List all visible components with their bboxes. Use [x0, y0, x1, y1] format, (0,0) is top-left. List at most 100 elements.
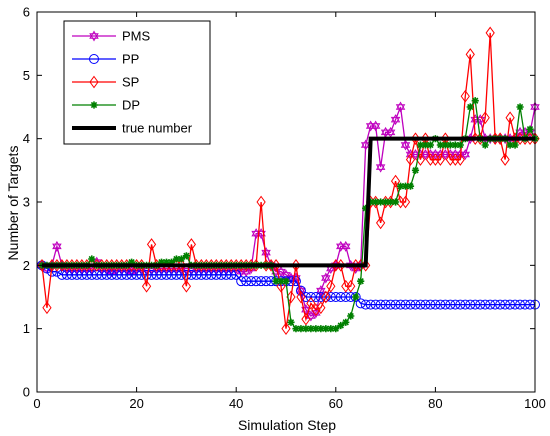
data-point-dp	[396, 182, 405, 190]
data-point-pp	[375, 299, 386, 310]
legend-label: PMS	[122, 29, 151, 44]
data-point-dp	[466, 103, 474, 111]
data-point-pp	[490, 299, 501, 310]
data-point-pms	[52, 240, 62, 252]
data-point-sp	[256, 195, 266, 209]
legend-entry-dp: DP	[72, 98, 140, 113]
data-point-dp	[411, 166, 420, 174]
ticks-layer: 0 20 40 60 80 100 0 1 2 3 4 5 6	[23, 5, 546, 412]
data-point-dp	[322, 325, 330, 333]
data-point-pp	[385, 299, 396, 310]
data-point-pms	[390, 114, 401, 126]
data-point-dp	[481, 141, 489, 149]
data-point-pp	[405, 299, 416, 310]
data-point-dp	[511, 141, 519, 149]
data-point-dp	[421, 141, 430, 149]
data-point-pp	[475, 299, 486, 310]
data-point-pp	[450, 299, 461, 310]
data-point-sp	[301, 312, 311, 326]
y-tick-label: 1	[23, 321, 30, 336]
legend-marker	[90, 101, 98, 109]
data-point-dp	[162, 258, 171, 266]
data-point-pp	[380, 299, 391, 310]
data-point-dp	[312, 325, 320, 333]
x-axis-label: Simulation Step	[238, 417, 336, 433]
y-tick-label: 4	[23, 131, 30, 146]
data-point-pp	[251, 276, 262, 287]
data-point-sp	[276, 279, 286, 293]
data-point-pms	[321, 272, 331, 284]
data-point-dp	[282, 277, 290, 285]
series-layer	[36, 26, 540, 336]
data-point-sp	[181, 279, 192, 293]
data-point-sp	[326, 279, 336, 293]
data-point-pp	[395, 299, 406, 310]
data-point-dp	[128, 258, 136, 266]
data-point-pms	[340, 240, 351, 252]
data-point-sp	[321, 290, 331, 304]
data-point-pms	[395, 101, 406, 113]
data-point-sp	[405, 153, 416, 166]
data-point-dp	[382, 198, 390, 206]
data-point-dp	[272, 277, 280, 285]
data-point-pp	[390, 299, 401, 310]
data-point-sp	[485, 26, 495, 40]
data-point-dp	[177, 255, 186, 263]
data-point-pp	[261, 276, 272, 287]
data-point-sp	[505, 111, 515, 125]
data-point-sp	[141, 279, 152, 293]
data-point-dp	[302, 325, 310, 333]
data-point-pp	[400, 299, 411, 310]
data-point-pp	[465, 299, 476, 310]
data-point-pp	[460, 299, 471, 310]
data-point-pp	[146, 269, 157, 280]
data-point-dp	[401, 182, 410, 190]
data-point-dp	[182, 252, 190, 260]
legend-label: true number	[122, 121, 193, 136]
x-tick-label: 100	[524, 396, 546, 411]
data-point-sp	[186, 238, 196, 251]
data-point-dp	[456, 141, 464, 149]
data-point-dp	[342, 318, 350, 326]
y-tick-label: 3	[23, 195, 30, 210]
data-point-pms	[375, 161, 386, 173]
data-point-dp	[88, 255, 96, 263]
data-point-pp	[310, 292, 321, 302]
data-point-pp	[335, 292, 346, 302]
data-point-sp	[465, 48, 475, 61]
data-point-sp	[306, 296, 316, 310]
data-point-pp	[236, 276, 247, 287]
data-point-dp	[362, 204, 370, 212]
y-tick-label: 2	[23, 258, 30, 273]
data-point-pp	[181, 269, 192, 280]
data-point-pp	[355, 298, 366, 309]
data-point-sp	[455, 153, 465, 166]
data-point-pp	[520, 299, 531, 310]
data-point-pms	[261, 247, 271, 259]
data-point-sp	[311, 303, 321, 317]
data-point-sp	[346, 279, 356, 293]
data-point-dp	[292, 325, 300, 333]
legend-label: DP	[122, 98, 140, 113]
data-point-sp	[146, 238, 157, 251]
legend-label: PP	[122, 52, 139, 67]
data-point-dp	[416, 141, 425, 149]
legend-entry-pms: PMS	[72, 29, 151, 44]
x-tick-label: 40	[229, 396, 243, 411]
data-point-dp	[471, 97, 479, 105]
data-point-dp	[436, 141, 444, 149]
data-point-sp	[281, 322, 291, 336]
series-line-true-number	[41, 136, 535, 268]
data-point-dp	[307, 325, 315, 333]
data-point-pp	[445, 299, 456, 310]
x-tick-label: 60	[329, 396, 343, 411]
data-point-sp	[400, 195, 411, 209]
data-point-pp	[241, 276, 252, 287]
data-point-dp	[516, 103, 524, 111]
data-point-dp	[332, 325, 340, 333]
data-point-sp	[390, 174, 401, 188]
data-point-dp	[172, 255, 181, 263]
data-point-pp	[430, 299, 441, 310]
series-pp	[36, 260, 540, 310]
